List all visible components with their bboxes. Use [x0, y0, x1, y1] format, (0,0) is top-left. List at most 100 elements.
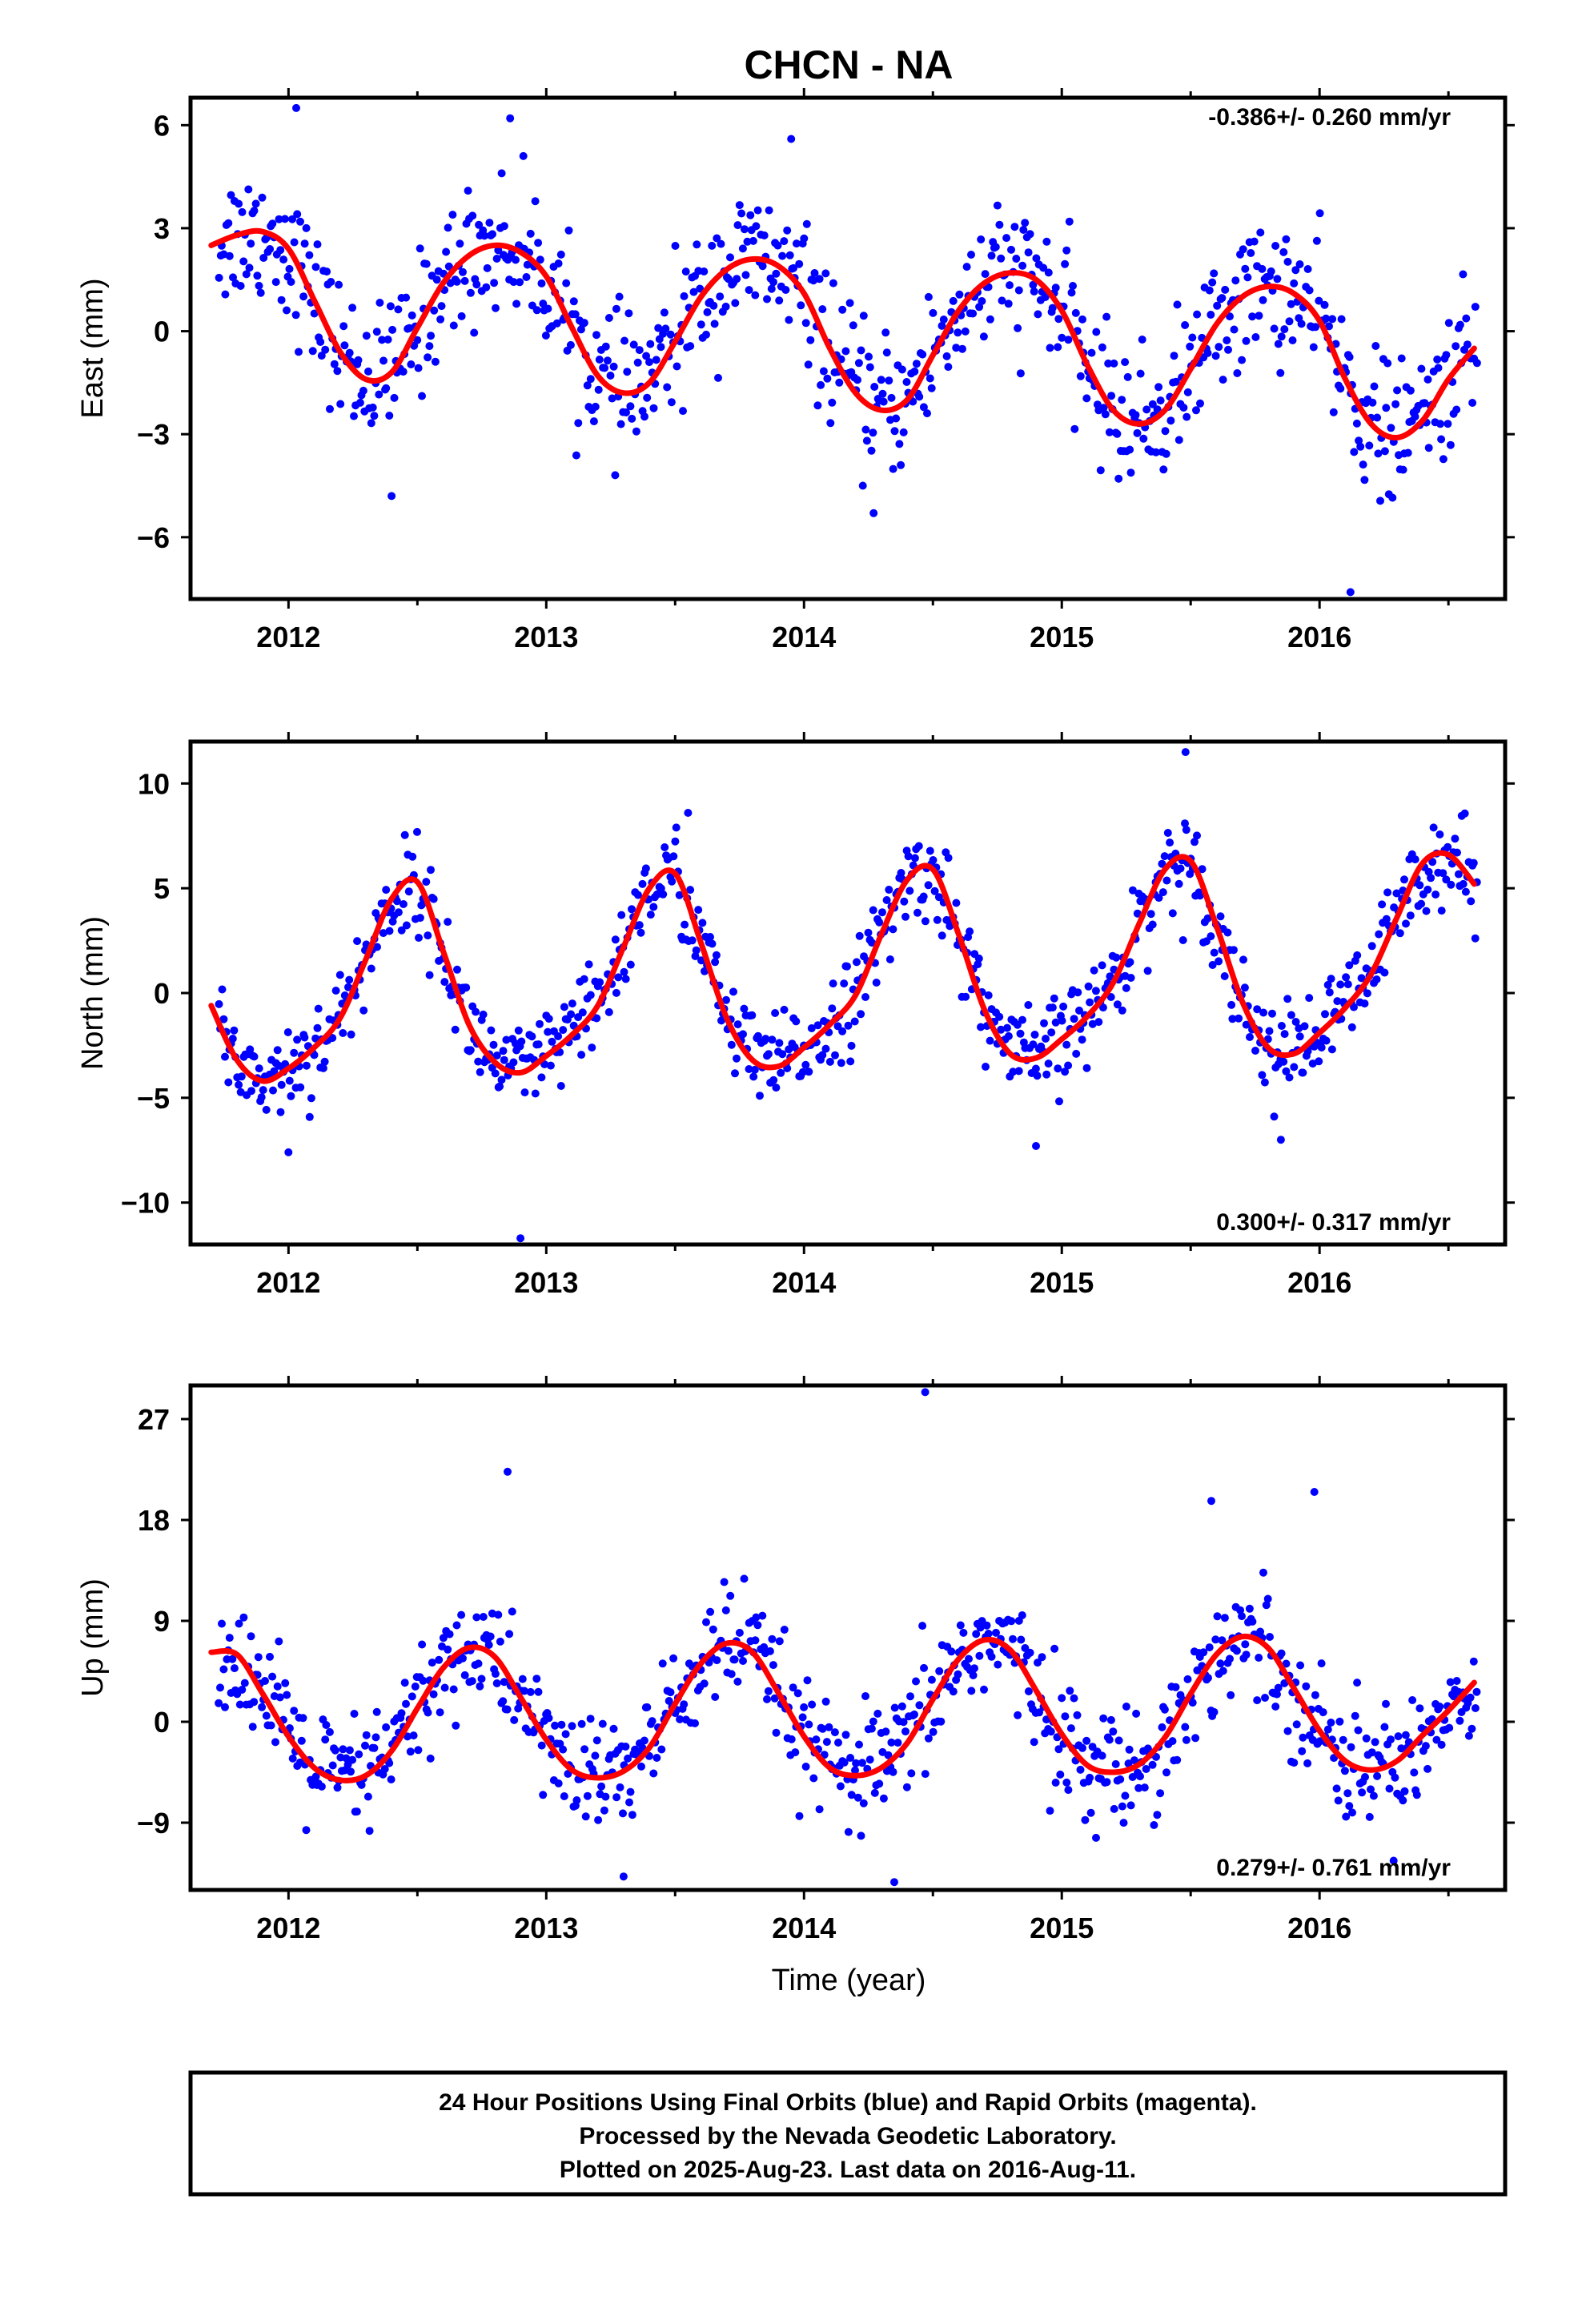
data-point — [703, 308, 712, 316]
data-point — [1061, 1712, 1070, 1721]
data-point — [615, 292, 624, 301]
data-point — [1363, 989, 1371, 998]
data-point — [557, 1720, 566, 1729]
data-point — [801, 319, 810, 328]
data-point — [1042, 237, 1051, 246]
data-point — [1034, 1659, 1042, 1667]
data-point — [1161, 427, 1170, 436]
data-point — [1030, 1738, 1038, 1747]
outlier-point — [787, 135, 796, 143]
data-point — [363, 1792, 372, 1801]
data-point — [556, 1082, 565, 1090]
data-point — [1297, 320, 1306, 328]
data-point — [802, 219, 811, 228]
data-point — [881, 1727, 890, 1736]
data-point — [1415, 1704, 1424, 1713]
data-point — [915, 1701, 924, 1710]
data-point — [870, 1788, 879, 1797]
data-point — [1058, 333, 1066, 342]
data-point — [238, 1686, 247, 1694]
data-point — [841, 1731, 850, 1739]
data-point — [828, 398, 837, 407]
data-point — [1431, 891, 1440, 899]
data-point — [1205, 1643, 1214, 1652]
data-point — [560, 1792, 568, 1800]
data-point — [628, 1811, 636, 1819]
y-tick-label: 10 — [138, 767, 170, 800]
data-point — [361, 1741, 369, 1750]
data-point — [780, 1005, 789, 1014]
data-point — [837, 1059, 845, 1068]
data-point — [1452, 1677, 1461, 1685]
outlier-point — [869, 509, 878, 517]
data-point — [1447, 880, 1456, 889]
data-point — [266, 245, 275, 253]
data-point — [918, 350, 927, 359]
data-point — [1387, 1735, 1395, 1744]
data-point — [1153, 1811, 1162, 1819]
data-point — [588, 1043, 596, 1052]
data-point — [800, 1703, 809, 1711]
data-point — [813, 401, 822, 410]
data-point — [625, 1798, 633, 1807]
data-point — [1322, 314, 1331, 323]
data-point — [400, 830, 409, 839]
data-point — [1242, 336, 1251, 345]
data-point — [219, 1665, 228, 1674]
data-point — [867, 446, 876, 455]
data-point — [798, 1068, 807, 1076]
data-point — [1322, 1036, 1331, 1045]
data-point — [997, 254, 1006, 263]
data-point — [807, 1024, 816, 1032]
data-point — [544, 304, 552, 313]
data-point — [1071, 308, 1080, 317]
data-point — [1188, 333, 1197, 342]
data-point — [643, 1703, 652, 1711]
data-point — [509, 278, 518, 287]
data-point — [1462, 314, 1471, 323]
data-point — [1042, 1070, 1051, 1079]
data-point — [604, 1007, 613, 1016]
data-point — [977, 235, 986, 243]
data-point — [1456, 1716, 1464, 1725]
data-point — [1376, 497, 1384, 505]
data-point — [1220, 972, 1229, 980]
data-point — [1315, 209, 1324, 218]
data-point — [518, 1675, 527, 1683]
data-point — [399, 368, 408, 376]
data-point — [1300, 1022, 1309, 1031]
data-point — [921, 1770, 930, 1779]
data-point — [1009, 1068, 1018, 1076]
data-point — [520, 1687, 528, 1695]
data-point — [1104, 359, 1113, 368]
data-point — [1109, 1727, 1118, 1736]
data-point — [711, 958, 720, 967]
data-point — [1110, 1804, 1118, 1813]
data-point — [1078, 315, 1086, 324]
data-point — [623, 368, 632, 376]
data-point — [1291, 1018, 1300, 1026]
data-point — [472, 1007, 480, 1016]
data-point — [569, 297, 578, 306]
up-rate-annotation: 0.279+/- 0.761 mm/yr — [1216, 1855, 1451, 1881]
outlier-point — [516, 1234, 525, 1243]
data-point — [1162, 449, 1170, 458]
data-point — [1325, 988, 1334, 997]
data-point — [1336, 384, 1345, 393]
data-point — [980, 1685, 988, 1694]
data-point — [772, 269, 781, 278]
data-point — [424, 931, 432, 940]
data-point — [1423, 885, 1432, 894]
y-tick-label: 0 — [154, 977, 170, 1010]
data-point — [492, 255, 501, 263]
data-point — [878, 908, 886, 917]
data-point — [1050, 1644, 1059, 1653]
data-point — [531, 197, 540, 206]
data-point — [1393, 386, 1402, 395]
data-point — [1002, 234, 1011, 243]
data-point — [987, 1652, 996, 1661]
data-point — [460, 276, 469, 285]
data-point — [1345, 1802, 1354, 1811]
data-point — [1325, 322, 1333, 331]
data-point — [1139, 434, 1148, 443]
